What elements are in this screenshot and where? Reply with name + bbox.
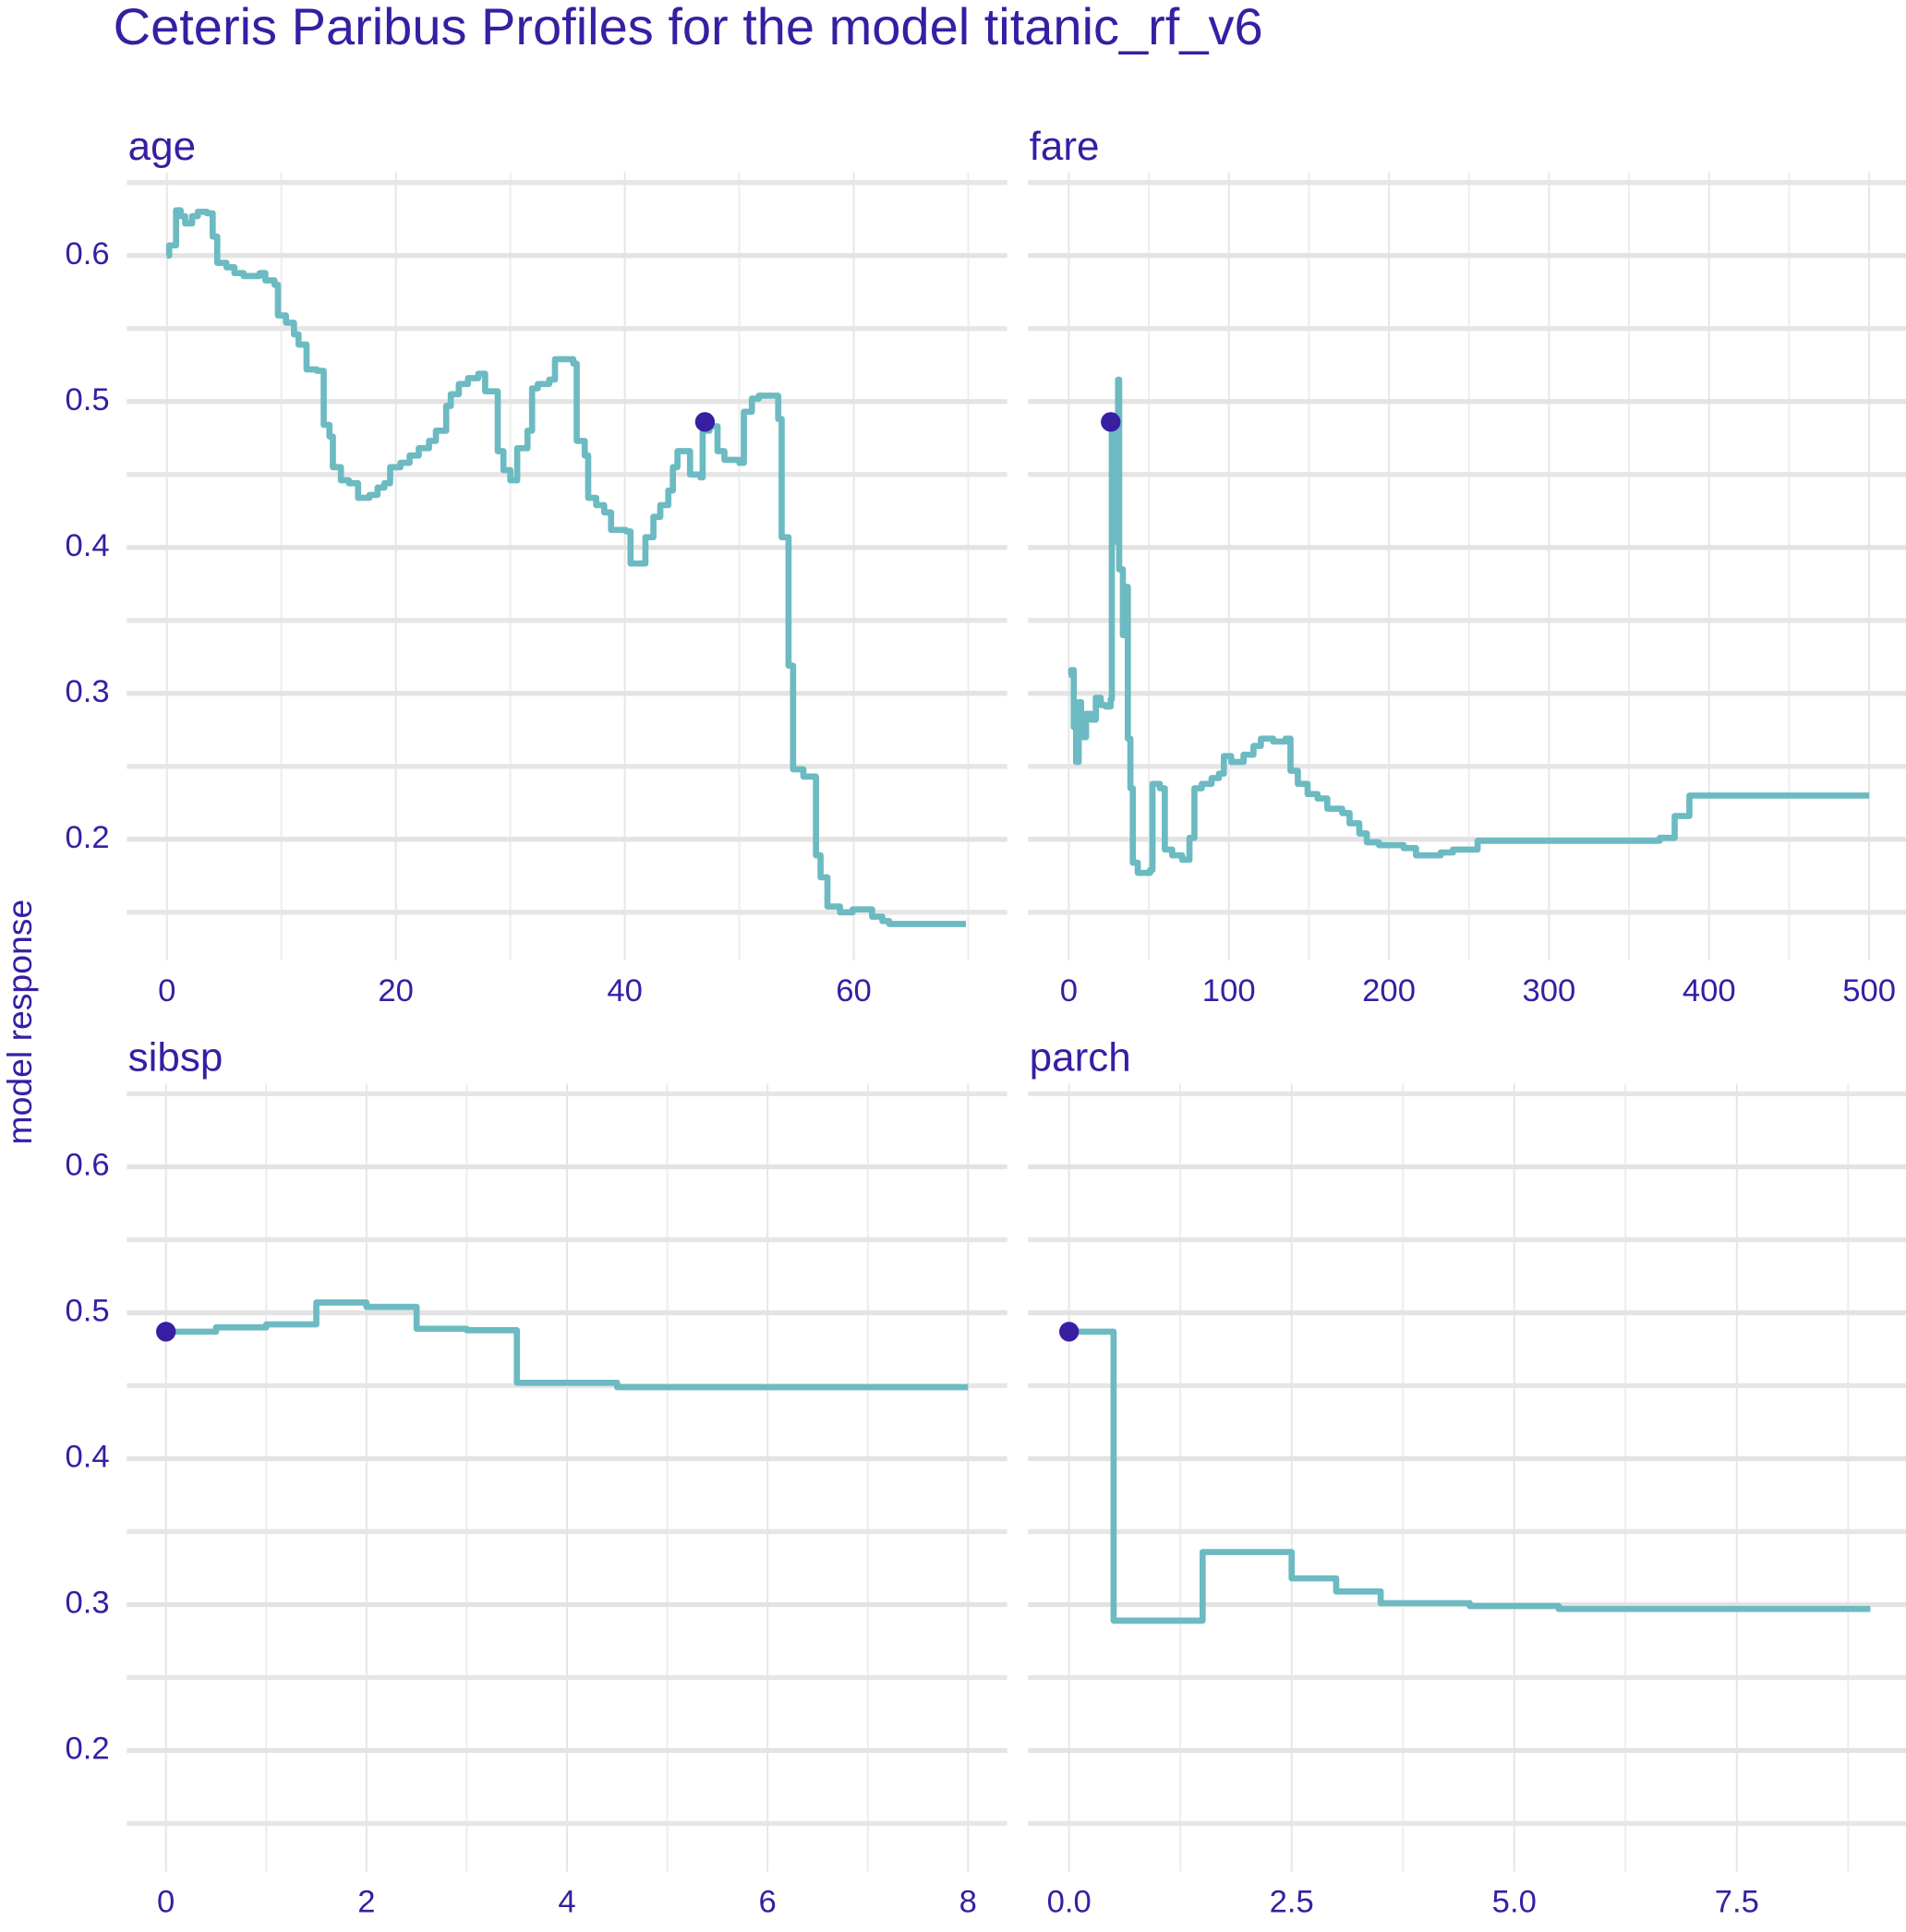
y-tick-label: 0.6 xyxy=(65,1148,109,1183)
observation-point xyxy=(694,412,716,432)
y-tick-label: 0.5 xyxy=(65,1294,109,1329)
facet-title: fare xyxy=(1030,124,1100,169)
x-tick-label: 6 xyxy=(759,1884,777,1919)
observation-point xyxy=(156,1322,176,1342)
x-tick-label: 0 xyxy=(157,1884,175,1919)
y-tick-label: 0.5 xyxy=(65,382,109,417)
x-tick-label: 100 xyxy=(1202,973,1256,1008)
x-tick-label: 0.0 xyxy=(1047,1884,1092,1919)
x-tick-label: 8 xyxy=(959,1884,977,1919)
x-tick-label: 7.5 xyxy=(1715,1884,1759,1919)
profile-line xyxy=(1068,376,1870,876)
x-tick-label: 40 xyxy=(607,973,643,1008)
y-tick-label: 0.6 xyxy=(65,236,109,272)
profile-line xyxy=(165,207,967,927)
facet-title: parch xyxy=(1030,1035,1131,1081)
y-tick-label: 0.3 xyxy=(65,1586,109,1621)
x-tick-label: 0 xyxy=(1060,973,1078,1008)
observation-point xyxy=(1059,1322,1080,1342)
facet-title: age xyxy=(128,124,196,169)
x-tick-label: 4 xyxy=(558,1884,575,1919)
y-tick-label: 0.2 xyxy=(65,820,109,855)
profile-line xyxy=(165,1299,969,1391)
facet-title: sibsp xyxy=(128,1035,223,1081)
x-tick-label: 5.0 xyxy=(1492,1884,1537,1919)
profile-line xyxy=(1068,1328,1871,1624)
chart-title: Ceteris Paribus Profiles for the model t… xyxy=(114,0,1263,55)
x-tick-label: 0 xyxy=(158,973,175,1008)
x-tick-label: 400 xyxy=(1683,973,1736,1008)
y-tick-label: 0.2 xyxy=(65,1732,109,1767)
x-tick-label: 2.5 xyxy=(1270,1884,1314,1919)
x-tick-label: 2 xyxy=(357,1884,375,1919)
y-tick-label: 0.4 xyxy=(65,528,109,563)
y-tick-label: 0.4 xyxy=(65,1440,109,1475)
y-axis-label: model response xyxy=(0,900,39,1145)
observation-point xyxy=(1101,412,1121,432)
x-tick-label: 300 xyxy=(1523,973,1576,1008)
y-tick-label: 0.3 xyxy=(65,674,109,709)
x-tick-label: 200 xyxy=(1362,973,1416,1008)
x-tick-label: 20 xyxy=(378,973,414,1008)
x-tick-label: 500 xyxy=(1842,973,1896,1008)
x-tick-label: 60 xyxy=(836,973,872,1008)
